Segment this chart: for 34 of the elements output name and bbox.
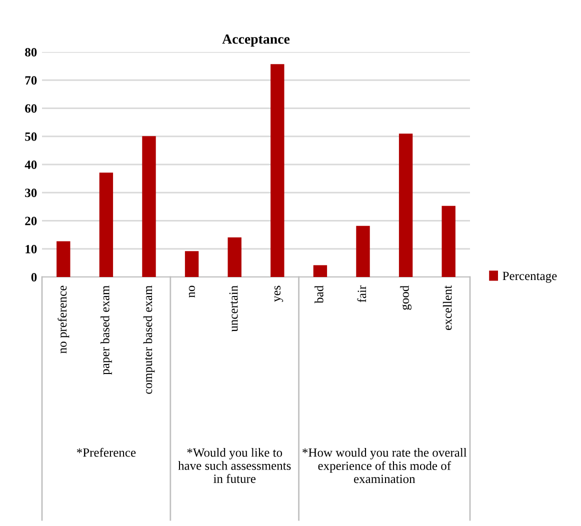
y-tick-label: 80: [25, 48, 37, 56]
x-tick-label: no preference: [58, 286, 70, 354]
x-tick-label: uncertain: [229, 286, 238, 332]
text: *How would you rate the overall experience of this mode of examination: [302, 448, 467, 484]
bar: [228, 237, 242, 277]
bar: [356, 226, 370, 277]
y-tick-label: 0: [31, 273, 37, 282]
y-tick-label: 10: [26, 244, 37, 254]
bar: [184, 251, 199, 277]
x-tick-label: yes: [274, 286, 284, 302]
text: *Preference: [76, 448, 136, 457]
bar: [56, 241, 70, 277]
y-tick-label: 20: [25, 216, 37, 226]
bar: [142, 136, 156, 277]
y-tick-label: 70: [25, 76, 37, 85]
x-tick-label: bad: [314, 285, 324, 304]
x-tick-label: good: [400, 285, 412, 310]
x-tick-label: computer based exam: [143, 286, 155, 394]
bar: [398, 134, 413, 277]
bar: [270, 64, 284, 277]
x-tick-label: paper based exam: [100, 286, 112, 375]
chart-title: Acceptance: [222, 34, 290, 47]
x-tick-label: fair: [357, 285, 366, 302]
y-tick-label: 60: [25, 104, 37, 113]
legend-label: Percentage: [502, 272, 557, 283]
x-tick-label: no: [188, 286, 195, 298]
text: *Would you like to have such assessments in future: [178, 448, 291, 483]
y-tick-label: 40: [24, 160, 37, 169]
bar: [442, 206, 456, 277]
y-tick-label: 30: [25, 188, 37, 198]
x-tick-label: excellent: [442, 285, 452, 330]
bar: [99, 172, 114, 277]
bar: [313, 265, 328, 277]
y-tick-label: 50: [25, 132, 37, 141]
